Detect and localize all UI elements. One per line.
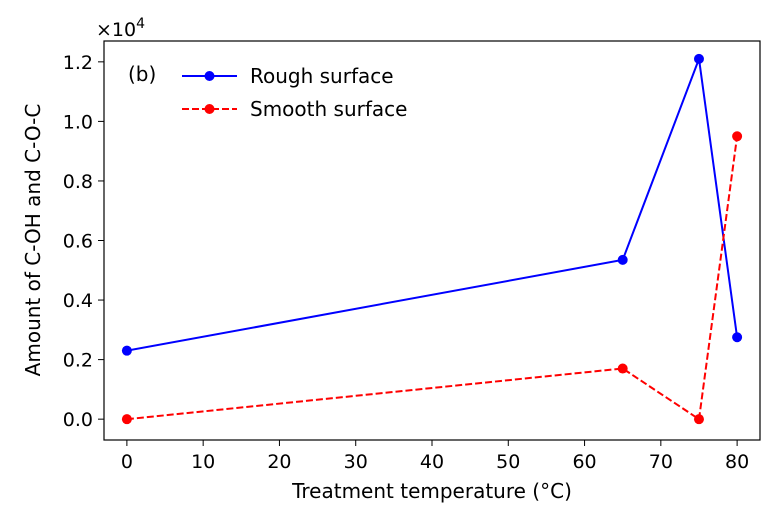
y-tick-label: 0.2 bbox=[63, 350, 93, 372]
x-tick-label: 0 bbox=[121, 451, 133, 473]
data-point-rough-surface bbox=[693, 53, 704, 64]
y-axis-title: Amount of C-OH and C-O-C bbox=[21, 104, 45, 377]
x-tick-label: 30 bbox=[344, 451, 368, 473]
y-tick-label: 0.8 bbox=[63, 171, 93, 193]
data-point-rough-surface bbox=[617, 254, 628, 265]
data-point-rough-surface bbox=[121, 345, 132, 356]
y-axis: 0.0 0.2 0.4 0.6 0.8 1.0 1.2 bbox=[63, 52, 104, 431]
x-axis-title: Treatment temperature (°C) bbox=[291, 479, 572, 503]
data-point-smooth-surface bbox=[732, 131, 743, 142]
data-point-smooth-surface bbox=[121, 414, 132, 425]
legend-label-rough-surface: Rough surface bbox=[250, 64, 394, 88]
x-tick-label: 50 bbox=[496, 451, 520, 473]
plot-area bbox=[104, 41, 760, 440]
y-tick-label: 1.2 bbox=[63, 52, 93, 74]
data-point-rough-surface bbox=[732, 332, 743, 343]
legend-label-smooth-surface: Smooth surface bbox=[250, 97, 407, 121]
x-tick-label: 40 bbox=[420, 451, 444, 473]
x-tick-label: 70 bbox=[649, 451, 673, 473]
x-tick-label: 80 bbox=[725, 451, 749, 473]
x-tick-label: 10 bbox=[191, 451, 215, 473]
data-point-smooth-surface bbox=[693, 414, 704, 425]
series-line-rough-surface bbox=[126, 58, 739, 352]
legend-marker-smooth-surface bbox=[204, 104, 215, 114]
series-layer bbox=[121, 53, 743, 425]
series-line-smooth-surface bbox=[126, 136, 739, 421]
y-scale-factor: ×104 bbox=[96, 16, 145, 41]
x-axis: 0 10 20 30 40 50 60 70 80 bbox=[121, 440, 749, 473]
y-tick-label: 0.4 bbox=[63, 290, 93, 312]
y-tick-label: 0.0 bbox=[63, 409, 93, 431]
legend-marker-rough-surface bbox=[204, 71, 215, 81]
y-tick-label: 1.0 bbox=[63, 111, 93, 133]
legend: Rough surface Smooth surface bbox=[182, 64, 407, 121]
data-point-smooth-surface bbox=[617, 363, 628, 374]
x-tick-label: 20 bbox=[267, 451, 291, 473]
y-tick-label: 0.6 bbox=[63, 231, 93, 253]
panel-label: (b) bbox=[128, 62, 156, 86]
x-tick-label: 60 bbox=[572, 451, 596, 473]
